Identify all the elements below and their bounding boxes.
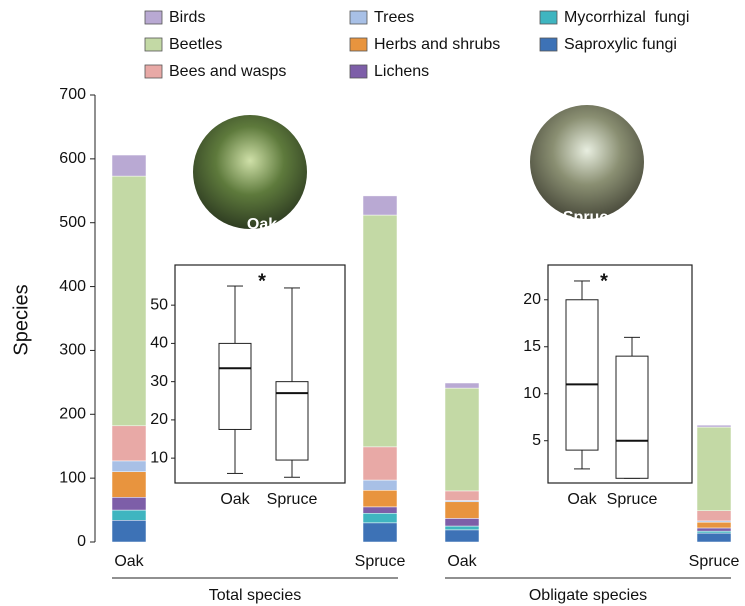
bar-segment bbox=[444, 529, 480, 543]
y-tick-label: 30 bbox=[150, 373, 168, 390]
bar-segment bbox=[362, 214, 398, 448]
bar-segment bbox=[111, 520, 147, 543]
bar-segment bbox=[362, 490, 398, 508]
legend-label: Trees bbox=[374, 9, 414, 26]
marks: 0 100 200 300 400 500 600 700 Species Oak Spruce Oa… bbox=[10, 9, 739, 604]
bar-segment bbox=[111, 497, 147, 511]
bar-segment bbox=[111, 509, 147, 521]
bar-segment bbox=[696, 426, 732, 511]
photo-label: Oak bbox=[247, 216, 277, 233]
box bbox=[565, 299, 599, 451]
legend-label: Beetles bbox=[169, 36, 222, 53]
legend-swatch bbox=[539, 10, 558, 25]
y-tick-label: 5 bbox=[532, 432, 541, 449]
group-label: Obligate species bbox=[529, 587, 647, 604]
x-tick-label: Oak bbox=[220, 491, 250, 508]
bar-segment bbox=[111, 460, 147, 473]
bar-segment bbox=[362, 195, 398, 216]
bar-segment bbox=[696, 532, 732, 543]
legend-swatch bbox=[349, 64, 368, 79]
bar-segment bbox=[362, 479, 398, 491]
group-label: Total species bbox=[209, 587, 302, 604]
bar-segment bbox=[362, 506, 398, 514]
y-tick-label: 20 bbox=[150, 411, 168, 428]
x-tick-label: Spruce bbox=[607, 491, 658, 508]
y-tick-label: 100 bbox=[59, 469, 86, 486]
y-tick-label: 400 bbox=[59, 278, 86, 295]
bar-segment bbox=[362, 522, 398, 543]
y-tick-label: 40 bbox=[150, 335, 168, 352]
bar-segment bbox=[696, 424, 732, 428]
x-tick-label: Oak bbox=[114, 553, 144, 570]
bar-segment bbox=[444, 525, 480, 531]
bar-segment bbox=[696, 527, 732, 532]
x-tick-label: Spruce bbox=[689, 553, 740, 570]
y-axis-label: Species bbox=[10, 284, 32, 355]
y-tick-label: 0 bbox=[77, 533, 86, 550]
x-tick-label: Spruce bbox=[355, 553, 406, 570]
legend-swatch bbox=[144, 64, 163, 79]
bar-segment bbox=[696, 530, 732, 534]
bar-segment bbox=[444, 490, 480, 501]
legend-swatch bbox=[144, 37, 163, 52]
x-tick-label: Spruce bbox=[267, 491, 318, 508]
y-tick-label: 10 bbox=[523, 385, 541, 402]
y-tick-label: 700 bbox=[59, 86, 86, 103]
legend-swatch bbox=[144, 10, 163, 25]
bar-segment bbox=[362, 446, 398, 481]
legend-label: Saproxylic fungi bbox=[564, 36, 677, 53]
x-tick-label: Oak bbox=[447, 553, 477, 570]
y-tick-label: 600 bbox=[59, 150, 86, 167]
box bbox=[615, 355, 649, 479]
legend-swatch bbox=[349, 10, 368, 25]
bar-segment bbox=[696, 521, 732, 529]
box bbox=[275, 381, 309, 461]
legend-label: Birds bbox=[169, 9, 205, 26]
y-tick-label: 20 bbox=[523, 291, 541, 308]
y-tick-label: 50 bbox=[150, 296, 168, 313]
bar-segment bbox=[444, 382, 480, 389]
bar-segment bbox=[111, 471, 147, 498]
x-tick-label: Oak bbox=[567, 491, 597, 508]
y-tick-label: 300 bbox=[59, 342, 86, 359]
legend-label: Bees and wasps bbox=[169, 63, 286, 80]
legend-label: Herbs and shrubs bbox=[374, 36, 500, 53]
bar-segment bbox=[111, 175, 147, 427]
bar-segment bbox=[362, 513, 398, 524]
legend-label: Lichens bbox=[374, 63, 429, 80]
annotation: * bbox=[600, 270, 608, 292]
bar-segment bbox=[111, 425, 147, 462]
legend-swatch bbox=[349, 37, 368, 52]
bar-segment bbox=[444, 387, 480, 492]
bar-segment bbox=[444, 518, 480, 527]
bar-segment bbox=[444, 501, 480, 519]
bar-segment bbox=[111, 154, 147, 177]
y-tick-label: 15 bbox=[523, 338, 541, 355]
legend-swatch bbox=[539, 37, 558, 52]
bar-segment bbox=[696, 510, 732, 522]
y-tick-label: 500 bbox=[59, 214, 86, 231]
annotation: * bbox=[258, 270, 266, 292]
inset-frame bbox=[174, 264, 346, 484]
oak-photo bbox=[193, 115, 307, 229]
spruce-photo bbox=[530, 105, 644, 219]
box bbox=[218, 342, 252, 430]
photo-label: Spruce bbox=[563, 209, 617, 226]
legend-label: Mycorrhizal fungi bbox=[564, 9, 689, 26]
y-tick-label: 10 bbox=[150, 449, 168, 466]
y-tick-label: 200 bbox=[59, 406, 86, 423]
